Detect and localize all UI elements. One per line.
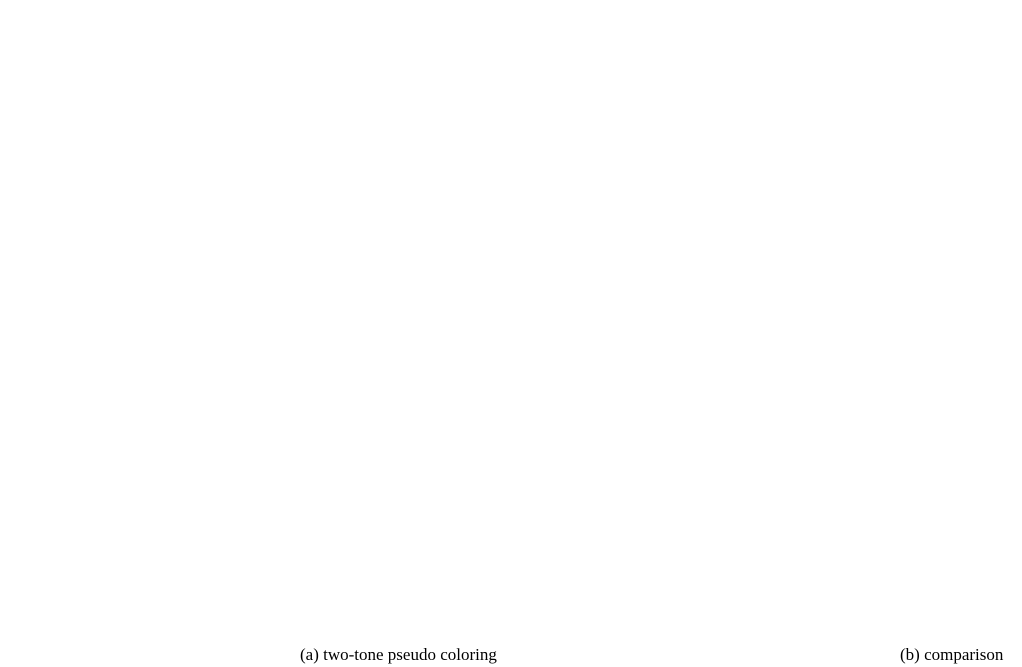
caption-a: (a) two-tone pseudo coloring [300,645,497,664]
caption-b: (b) comparison [900,645,1004,664]
